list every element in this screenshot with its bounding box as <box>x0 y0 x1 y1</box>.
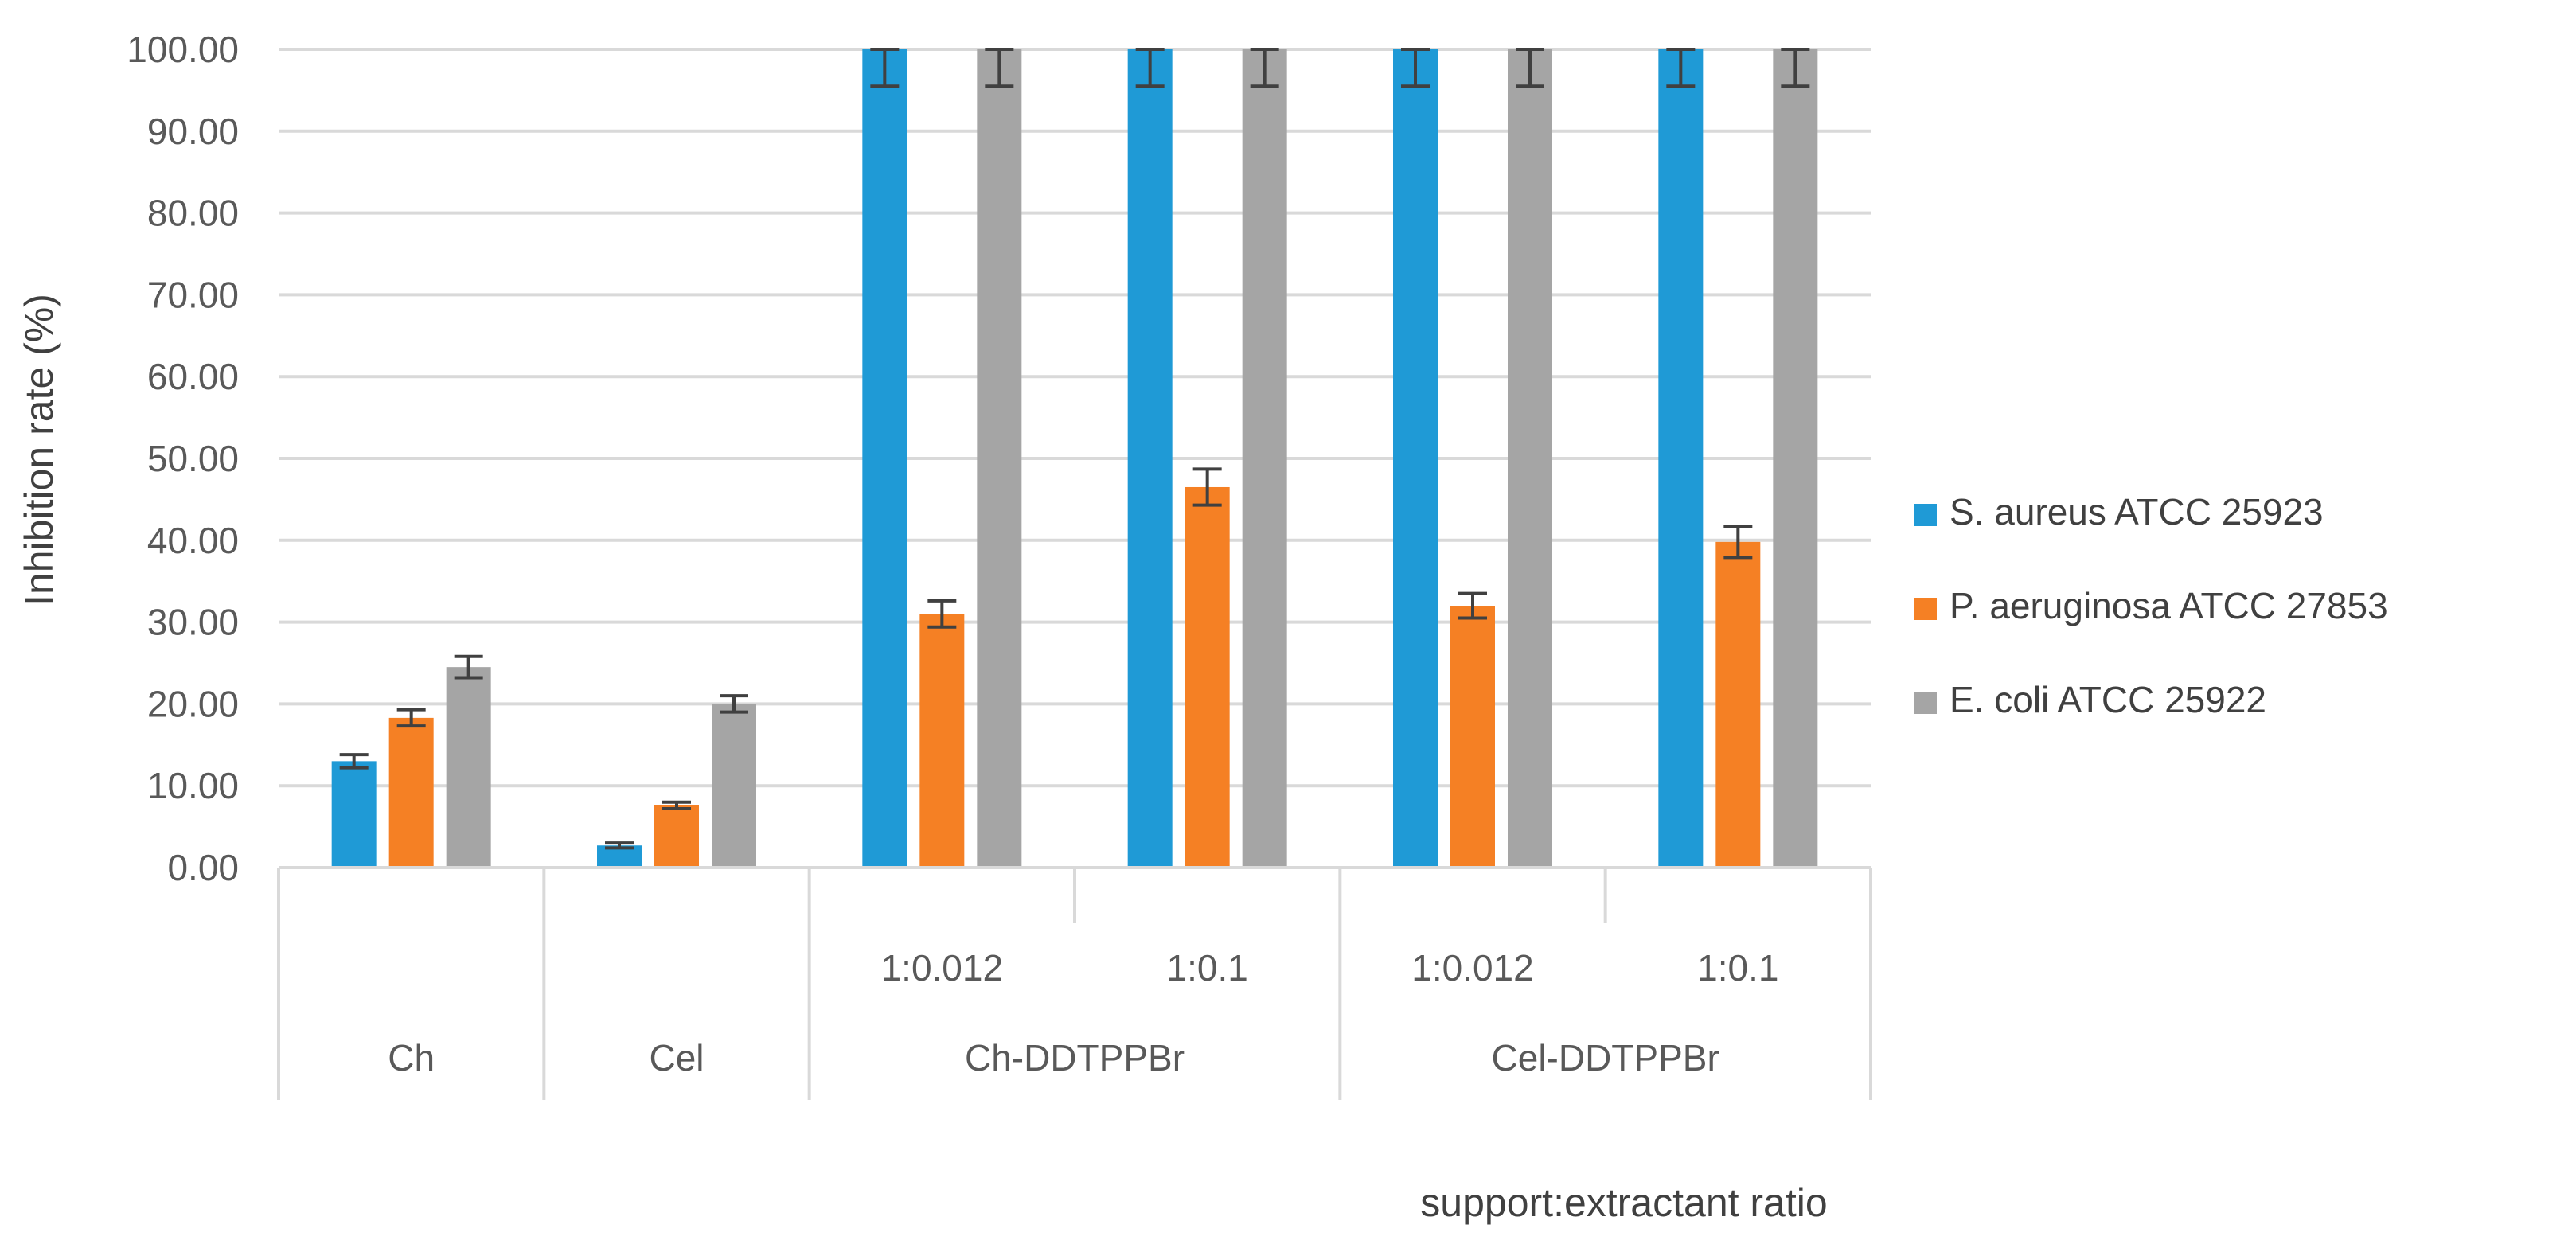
error-bar <box>1723 525 1753 560</box>
bar <box>1508 49 1552 868</box>
error-bar <box>1781 48 1810 88</box>
x-group-label: Cel-DDTPPBr <box>1492 1037 1719 1078</box>
legend-label: S. aureus ATCC 25923 <box>1950 491 2324 532</box>
error-bar <box>339 753 369 770</box>
error-bar <box>396 708 426 728</box>
error-bar <box>1666 48 1696 88</box>
bar <box>1773 49 1818 868</box>
y-tick-label: 40.00 <box>147 520 239 561</box>
y-tick-label: 0.00 <box>167 847 239 888</box>
bar <box>1715 541 1761 868</box>
legend-swatch <box>1914 598 1937 620</box>
bar <box>1242 49 1287 868</box>
legend-swatch <box>1914 692 1937 714</box>
y-axis-title: Inhibition rate (%) <box>17 294 61 606</box>
error-bar <box>454 654 483 680</box>
y-tick-label: 30.00 <box>147 602 239 643</box>
x-subcategory-label: 1:0.1 <box>1167 947 1248 989</box>
bar <box>654 805 699 868</box>
x-group-label: Ch-DDTPPBr <box>965 1037 1185 1078</box>
legend-item: E. coli ATCC 25922 <box>1914 679 2266 720</box>
error-bar <box>662 800 691 810</box>
bar <box>977 49 1022 868</box>
legend-item: P. aeruginosa ATCC 27853 <box>1914 585 2388 626</box>
legend: S. aureus ATCC 25923 P. aeruginosa ATCC 2… <box>1914 491 2388 720</box>
x-axis-title: support:extractant ratio <box>1420 1180 1827 1225</box>
bar <box>919 614 965 868</box>
legend-item: S. aureus ATCC 25923 <box>1914 491 2324 532</box>
grid-lines <box>279 48 1871 869</box>
bar <box>862 49 907 868</box>
error-bar <box>1401 48 1430 88</box>
bar <box>712 704 756 868</box>
axes: 0.00 10.00 20.00 30.00 40.00 50.00 60.00 70.00 8… <box>127 29 1872 1100</box>
error-bar <box>927 599 957 629</box>
x-subcategory-label: 1:0.012 <box>1411 947 1533 989</box>
legend-label: P. aeruginosa ATCC 27853 <box>1950 585 2388 626</box>
bar <box>1450 606 1495 868</box>
x-group-label: Ch <box>388 1037 435 1078</box>
y-tick-label: 100.00 <box>127 29 239 70</box>
error-bar <box>1192 467 1222 507</box>
y-tick-label: 20.00 <box>147 683 239 724</box>
y-tick-label: 60.00 <box>147 356 239 397</box>
legend-swatch <box>1914 504 1937 526</box>
error-bar <box>1516 48 1544 88</box>
bar <box>1658 49 1704 868</box>
error-bar <box>985 48 1014 88</box>
bar <box>388 717 434 868</box>
bar <box>446 667 491 868</box>
error-bars <box>339 48 1810 850</box>
bar <box>1185 486 1230 868</box>
x-subcategory-label: 1:0.1 <box>1697 947 1778 989</box>
x-group-label: Cel <box>649 1037 704 1078</box>
y-tick-label: 50.00 <box>147 438 239 479</box>
error-bar <box>1250 48 1279 88</box>
y-tick-label: 70.00 <box>147 274 239 315</box>
error-bar <box>870 48 900 88</box>
bar <box>331 761 377 868</box>
legend-label: E. coli ATCC 25922 <box>1950 679 2266 720</box>
error-bar <box>605 841 634 850</box>
y-tick-label: 90.00 <box>147 111 239 152</box>
x-subcategory-label: 1:0.012 <box>881 947 1003 989</box>
error-bar <box>1458 591 1487 620</box>
error-bar <box>720 694 748 714</box>
bar <box>1393 49 1438 868</box>
bars <box>331 49 1818 868</box>
y-tick-label: 80.00 <box>147 193 239 234</box>
error-bar <box>1135 48 1165 88</box>
y-tick-label: 10.00 <box>147 765 239 806</box>
bar <box>1127 49 1173 868</box>
